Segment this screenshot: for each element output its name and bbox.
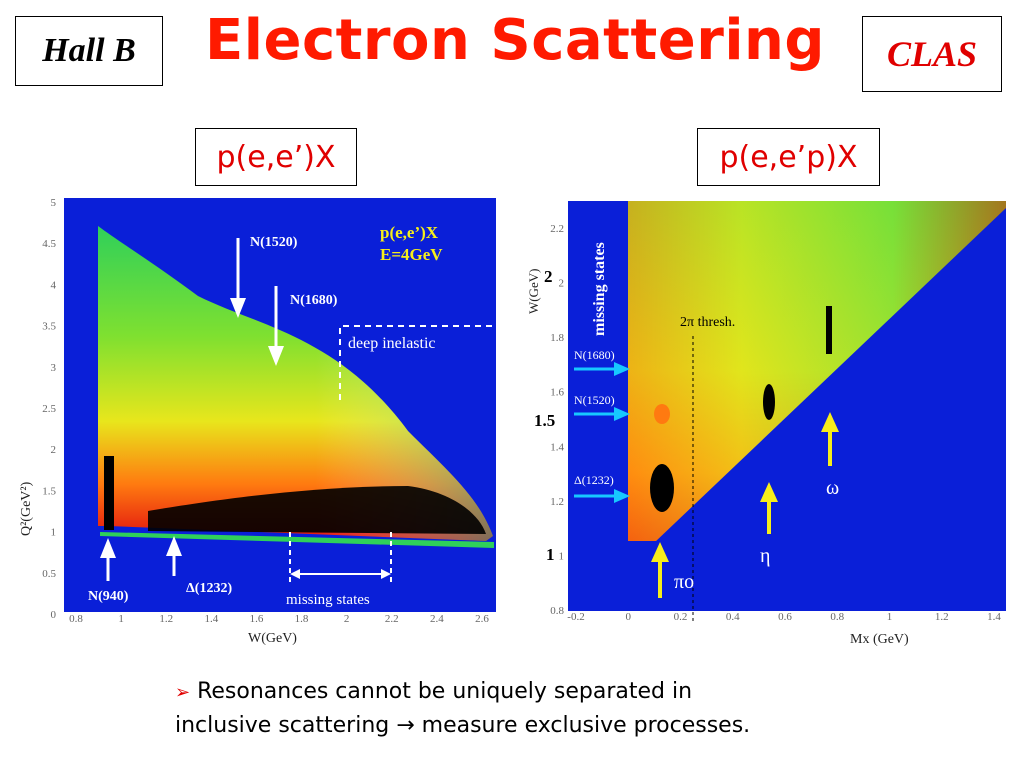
right-x-tick-6: 1: [887, 611, 893, 623]
right-x-tick-1: 0: [626, 611, 632, 623]
left-x-tick-3: 1.4: [204, 613, 218, 625]
left-x-tick-7: 2.2: [385, 613, 399, 625]
n940-peak: [104, 456, 114, 530]
delta1232-label: Δ(1232): [186, 581, 232, 596]
missing-states-vertical-label: missing states: [591, 242, 608, 336]
omega-label: ω: [826, 477, 839, 499]
left-x-tick-6: 2: [344, 613, 350, 625]
left-plot: N(1520) N(1680) p(e,e’)X E=4GeV deep ine…: [8, 186, 505, 652]
right-y-axis-label: W(GeV): [526, 269, 541, 314]
n940-label: N(940): [88, 589, 129, 604]
left-x-tick-8: 2.4: [430, 613, 444, 625]
left-y-tick-4: 3: [51, 362, 57, 374]
eta-label: η: [760, 545, 770, 567]
right-y-tick-4: 1.4: [550, 441, 564, 453]
right-y-tick-2: 1.8: [550, 332, 564, 344]
right-reaction-label: p(e,e’p)X: [697, 128, 880, 186]
omega-peak: [826, 306, 832, 354]
overlay-y-2: 2: [544, 267, 553, 286]
left-x-tick-2: 1.2: [159, 613, 173, 625]
right-x-tick-2: 0.2: [674, 611, 688, 623]
bullet-arrow-icon: ➢: [175, 682, 191, 703]
n1520-label: N(1520): [250, 235, 298, 250]
page-title: Electron Scattering: [205, 8, 825, 73]
right-x-axis-label: Mx (GeV): [850, 632, 909, 647]
left-y-tick-1: 4.5: [42, 238, 56, 250]
right-y-ticks: 2.2 2 1.8 1.6 1.4 1.2 1 0.8: [550, 223, 564, 617]
clas-box: CLAS: [862, 16, 1002, 92]
right-y-tick-1: 2: [559, 278, 565, 290]
left-x-ticks: 0.8 1 1.2 1.4 1.6 1.8 2 2.2 2.4 2.6: [69, 613, 489, 625]
pi0-label: πo: [674, 571, 694, 593]
right-x-tick-7: 1.2: [935, 611, 949, 623]
right-y-tick-6: 1: [559, 550, 565, 562]
bullet-point: ➢ Resonances cannot be uniquely separate…: [175, 675, 895, 742]
right-y-tick-0: 2.2: [550, 223, 564, 235]
missing-states-label: missing states: [286, 592, 370, 608]
right-y-tick-5: 1.2: [550, 496, 564, 508]
left-x-tick-9: 2.6: [475, 613, 489, 625]
hall-b-box: Hall B: [15, 16, 163, 86]
left-y-tick-3: 3.5: [42, 321, 56, 333]
right-y-tick-7: 0.8: [550, 605, 564, 617]
bullet-line1: Resonances cannot be uniquely separated …: [197, 679, 693, 704]
left-y-tick-10: 0: [51, 609, 57, 621]
overlay-y-1-5: 1.5: [534, 411, 555, 430]
right-x-tick-3: 0.4: [726, 611, 740, 623]
left-reaction-label: p(e,e’)X: [195, 128, 357, 186]
left-x-tick-0: 0.8: [69, 613, 83, 625]
left-y-tick-7: 1.5: [42, 485, 56, 497]
left-x-tick-1: 1: [118, 613, 124, 625]
n1680-label: N(1680): [574, 348, 615, 362]
left-y-tick-5: 2.5: [42, 403, 56, 415]
right-x-tick-4: 0.6: [778, 611, 792, 623]
n1680-label: N(1680): [290, 293, 338, 308]
left-y-tick-0: 5: [51, 197, 57, 209]
left-x-tick-4: 1.6: [250, 613, 264, 625]
pi0-peak: [650, 464, 674, 512]
right-x-tick-0: -0.2: [567, 611, 584, 623]
delta1232-label: Δ(1232): [574, 473, 614, 487]
n1520-label: N(1520): [574, 393, 615, 407]
left-x-tick-5: 1.8: [295, 613, 309, 625]
left-y-ticks: 5 4.5 4 3.5 3 2.5 2 1.5 1 0.5 0: [42, 197, 56, 621]
left-y-tick-2: 4: [51, 279, 57, 291]
inset-label-line1: p(e,e’)X: [380, 223, 439, 242]
right-x-ticks: -0.2 0 0.2 0.4 0.6 0.8 1 1.2 1.4: [567, 611, 1001, 623]
deep-inelastic-label: deep inelastic: [348, 335, 436, 352]
inset-label-line2: E=4GeV: [380, 245, 443, 264]
right-x-tick-5: 0.8: [830, 611, 844, 623]
left-y-tick-8: 1: [51, 527, 57, 539]
right-y-tick-3: 1.6: [550, 387, 564, 399]
deep-inelastic-box: [339, 325, 496, 400]
left-x-axis-label: W(GeV): [248, 631, 297, 646]
eta-peak: [763, 384, 775, 420]
two-pi-thresh-label: 2π thresh.: [680, 315, 735, 330]
left-y-axis-label: Q²(GeV²): [19, 481, 34, 536]
bullet-line2: inclusive scattering → measure exclusive…: [175, 713, 751, 738]
left-y-tick-6: 2: [51, 444, 57, 456]
right-x-tick-8: 1.4: [987, 611, 1001, 623]
overlay-y-1: 1: [546, 545, 555, 564]
left-y-tick-9: 0.5: [42, 568, 56, 580]
right-plot: 2π thresh. missing states 2 1.5 1 N(1680…: [520, 196, 1008, 658]
